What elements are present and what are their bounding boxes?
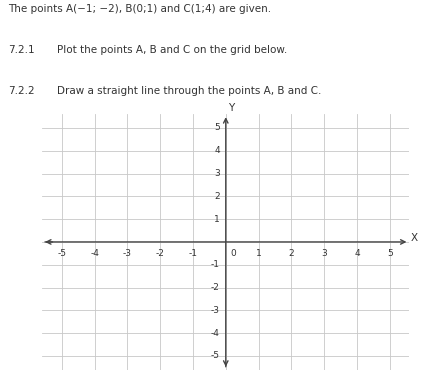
Text: -2: -2 <box>211 283 220 292</box>
Text: 4: 4 <box>354 249 360 258</box>
Text: -5: -5 <box>57 249 66 258</box>
Text: 2: 2 <box>214 192 220 201</box>
Text: Draw a straight line through the points A, B and C.: Draw a straight line through the points … <box>57 86 322 96</box>
Text: -1: -1 <box>211 260 220 269</box>
Text: Y: Y <box>229 103 235 113</box>
Text: 5: 5 <box>387 249 392 258</box>
Text: -4: -4 <box>211 328 220 338</box>
Text: 5: 5 <box>214 123 220 133</box>
Text: 3: 3 <box>214 169 220 178</box>
Text: -4: -4 <box>90 249 99 258</box>
Text: -1: -1 <box>189 249 197 258</box>
Text: 4: 4 <box>214 146 220 155</box>
Text: 0: 0 <box>230 249 236 258</box>
Text: -5: -5 <box>211 351 220 360</box>
Text: -3: -3 <box>123 249 132 258</box>
Text: 2: 2 <box>289 249 294 258</box>
Text: The points A(−1; −2), B(0;1) and C(1;4) are given.: The points A(−1; −2), B(0;1) and C(1;4) … <box>8 4 272 14</box>
Text: X: X <box>411 233 418 243</box>
Text: -3: -3 <box>211 306 220 315</box>
Text: -2: -2 <box>156 249 165 258</box>
Text: Plot the points A, B and C on the grid below.: Plot the points A, B and C on the grid b… <box>57 45 287 55</box>
Text: 7.2.2: 7.2.2 <box>8 86 35 96</box>
Text: 3: 3 <box>321 249 327 258</box>
Text: 1: 1 <box>214 215 220 224</box>
Text: 1: 1 <box>256 249 261 258</box>
Text: 7.2.1: 7.2.1 <box>8 45 35 55</box>
